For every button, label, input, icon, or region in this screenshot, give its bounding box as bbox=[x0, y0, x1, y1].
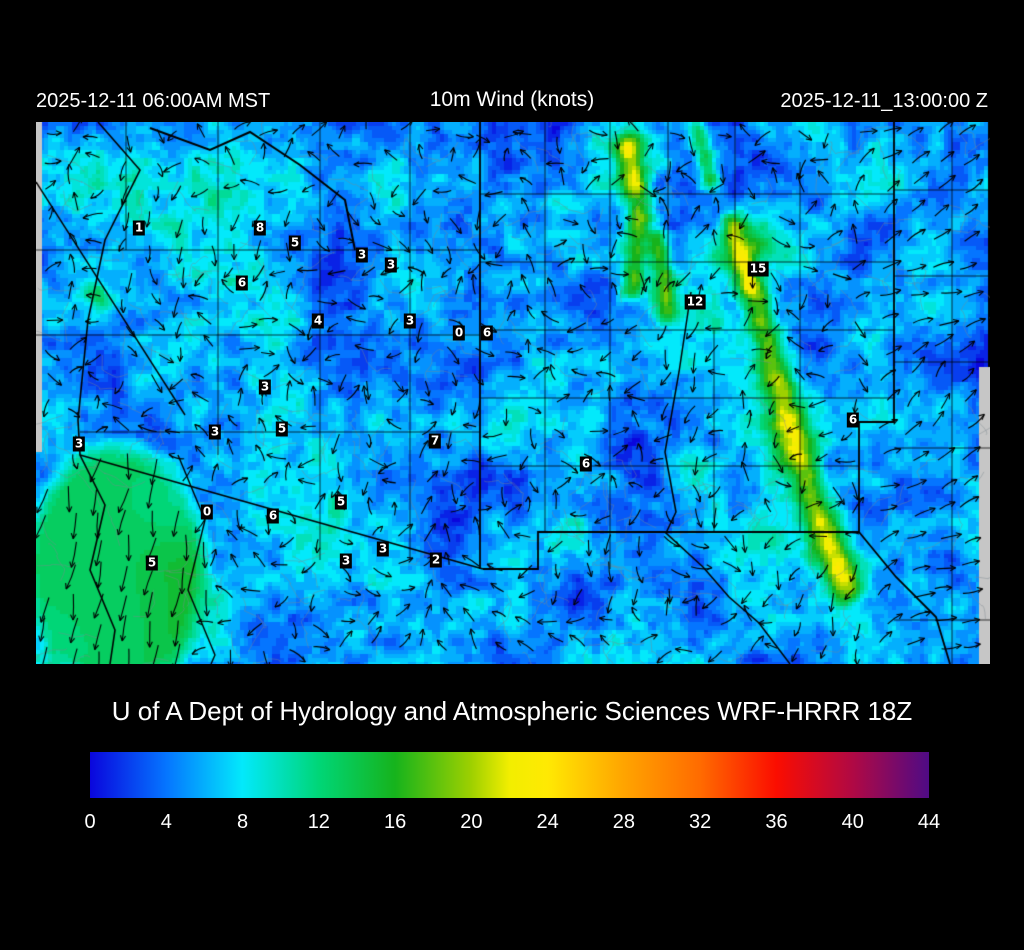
station-wind-value: 6 bbox=[846, 412, 860, 428]
station-wind-value: 3 bbox=[72, 436, 86, 452]
station-wind-value: 5 bbox=[145, 555, 159, 571]
station-wind-value: 4 bbox=[311, 313, 325, 329]
colorbar-tick: 0 bbox=[84, 811, 96, 833]
colorbar-tick: 40 bbox=[841, 811, 864, 833]
valid-time-local: 2025-12-11 06:00AM MST bbox=[36, 90, 271, 112]
station-wind-value: 5 bbox=[288, 235, 302, 251]
station-wind-value: 0 bbox=[452, 325, 466, 341]
station-wind-value: 6 bbox=[235, 275, 249, 291]
station-wind-value: 3 bbox=[339, 553, 353, 569]
credit-caption: U of A Dept of Hydrology and Atmospheric… bbox=[111, 696, 913, 726]
wind-map: 1 8 5 3 3 6 4 3 0 6 15 12 3 3 3 5 7 6 6 5 0 6 3 3 2 5 bbox=[36, 122, 990, 664]
wind-speed-canvas bbox=[36, 122, 990, 664]
colorbar-tick: 4 bbox=[160, 811, 172, 833]
station-wind-value: 6 bbox=[480, 325, 494, 341]
valid-time-utc: 2025-12-11_13:00:00 Z bbox=[780, 90, 988, 112]
colorbar-tick-labels: 0 4 8 12 16 20 24 28 32 36 40 44 bbox=[84, 811, 940, 839]
colorbar-tick: 8 bbox=[236, 811, 249, 833]
station-wind-value: 3 bbox=[208, 424, 222, 440]
station-wind-value: 3 bbox=[355, 247, 369, 263]
station-wind-value: 2 bbox=[429, 552, 443, 568]
station-wind-value: 3 bbox=[403, 313, 417, 329]
station-wind-value: 0 bbox=[200, 504, 214, 520]
station-wind-value: 3 bbox=[384, 257, 398, 273]
colorbar-tick: 28 bbox=[612, 811, 636, 833]
colorbar-tick: 16 bbox=[383, 811, 407, 833]
station-wind-value: 1 bbox=[132, 220, 146, 236]
colorbar-tick: 24 bbox=[536, 811, 559, 833]
station-wind-value: 3 bbox=[258, 379, 272, 395]
colorbar-tick: 36 bbox=[765, 811, 788, 833]
station-wind-value: 7 bbox=[428, 433, 442, 449]
colorbar-tick: 44 bbox=[917, 811, 941, 833]
station-wind-value: 6 bbox=[579, 456, 593, 472]
colorbar-gradient bbox=[90, 752, 929, 798]
station-wind-value: 5 bbox=[275, 421, 289, 437]
station-wind-value: 15 bbox=[747, 261, 769, 277]
station-wind-value: 6 bbox=[266, 508, 280, 524]
colorbar-tick: 12 bbox=[307, 811, 330, 833]
map-title: 10m Wind (knots) bbox=[429, 88, 595, 111]
station-wind-value: 12 bbox=[684, 294, 706, 310]
station-wind-value: 3 bbox=[376, 541, 390, 557]
colorbar-tick: 32 bbox=[689, 811, 712, 833]
colorbar-tick: 20 bbox=[460, 811, 483, 833]
station-wind-value: 5 bbox=[334, 494, 348, 510]
station-wind-value: 8 bbox=[253, 220, 267, 236]
